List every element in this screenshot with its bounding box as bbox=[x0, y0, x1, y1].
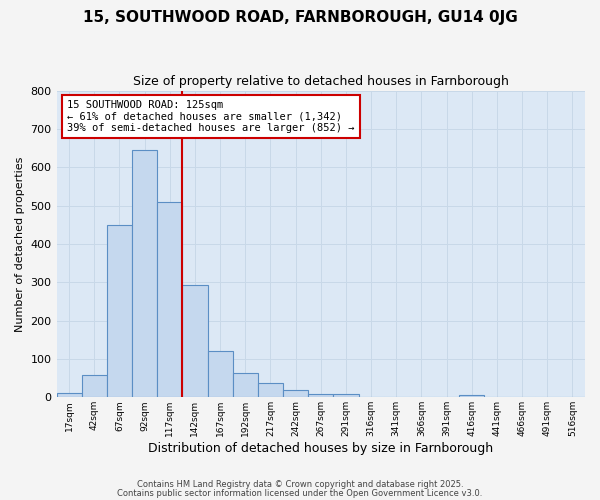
Bar bbox=[182, 285, 208, 398]
Bar bbox=[56, 394, 82, 398]
Bar bbox=[283, 390, 308, 398]
Bar bbox=[308, 394, 334, 398]
Text: 15, SOUTHWOOD ROAD, FARNBOROUGH, GU14 0JG: 15, SOUTHWOOD ROAD, FARNBOROUGH, GU14 0J… bbox=[83, 10, 517, 25]
Bar bbox=[132, 150, 157, 398]
Y-axis label: Number of detached properties: Number of detached properties bbox=[15, 156, 25, 332]
Bar bbox=[233, 373, 258, 398]
Bar bbox=[258, 383, 283, 398]
Title: Size of property relative to detached houses in Farnborough: Size of property relative to detached ho… bbox=[133, 75, 509, 88]
Bar bbox=[334, 394, 359, 398]
Text: Contains HM Land Registry data © Crown copyright and database right 2025.: Contains HM Land Registry data © Crown c… bbox=[137, 480, 463, 489]
Bar bbox=[157, 202, 182, 398]
Text: 15 SOUTHWOOD ROAD: 125sqm
← 61% of detached houses are smaller (1,342)
39% of se: 15 SOUTHWOOD ROAD: 125sqm ← 61% of detac… bbox=[67, 100, 355, 133]
Bar bbox=[82, 376, 107, 398]
Bar bbox=[208, 351, 233, 398]
Text: Contains public sector information licensed under the Open Government Licence v3: Contains public sector information licen… bbox=[118, 488, 482, 498]
Bar bbox=[107, 225, 132, 398]
Bar bbox=[459, 396, 484, 398]
X-axis label: Distribution of detached houses by size in Farnborough: Distribution of detached houses by size … bbox=[148, 442, 493, 455]
